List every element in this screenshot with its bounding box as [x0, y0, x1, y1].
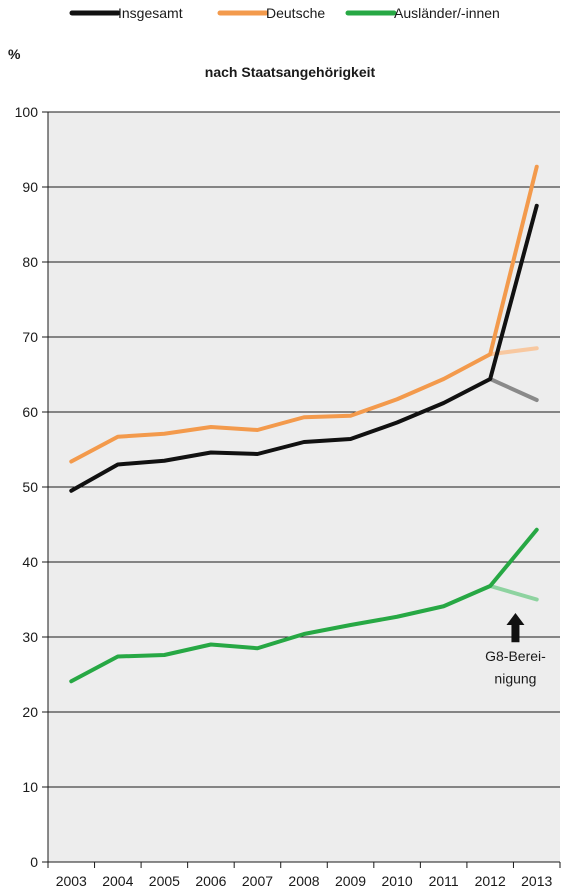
y-tick-label: 40: [22, 554, 38, 570]
series-line: [69, 203, 539, 493]
x-tick-label: 2004: [102, 873, 133, 889]
up-arrow-icon: [506, 613, 525, 643]
x-tick-label: 2009: [335, 873, 366, 889]
x-tick-label: 2005: [149, 873, 180, 889]
x-tick-labels: 2003 2004 2005 2006 2007 2008 2009 2010 2011 2012…: [56, 873, 553, 889]
series-line-adjusted: [488, 584, 539, 602]
y-tick-label: 60: [22, 404, 38, 420]
gridlines: [42, 111, 561, 868]
x-tick-label: 2006: [195, 873, 226, 889]
y-tick-label: 70: [22, 329, 38, 345]
legend: Insgesamt Deutsche Ausländer/-innen: [69, 5, 500, 21]
annotation-line-1: G8-Berei-: [485, 648, 546, 664]
x-tick-label: 2007: [242, 873, 273, 889]
y-tick-label: 50: [22, 479, 38, 495]
series-line-adjusted: [488, 377, 539, 402]
x-tick-label: 2010: [382, 873, 413, 889]
y-tick-label: 10: [22, 779, 38, 795]
y-tick-label: 0: [30, 854, 38, 870]
y-tick-labels: 0 10 20 30 40 50 60 70 80 90 100: [15, 104, 39, 870]
series-line: [69, 527, 539, 684]
chart-title: nach Staatsangehörigkeit: [205, 64, 376, 80]
annotation-line-2: nigung: [494, 671, 536, 687]
legend-label: Ausländer/-innen: [394, 5, 500, 21]
y-tick-label: 30: [22, 629, 38, 645]
x-tick-label: 2008: [288, 873, 319, 889]
series-lines: [69, 164, 539, 684]
series-line: [69, 164, 539, 464]
legend-label: Deutsche: [266, 5, 325, 21]
y-tick-label: 100: [15, 104, 39, 120]
y-tick-label: 80: [22, 254, 38, 270]
y-tick-label: 20: [22, 704, 38, 720]
legend-label: Insgesamt: [118, 5, 183, 21]
x-tick-label: 2012: [475, 873, 506, 889]
x-tick-label: 2011: [429, 873, 459, 889]
y-axis-label: %: [8, 46, 21, 62]
y-tick-label: 90: [22, 179, 38, 195]
x-tick-label: 2003: [56, 873, 87, 889]
annotation: G8-Berei- nigung: [485, 613, 546, 687]
x-tick-label: 2013: [521, 873, 552, 889]
